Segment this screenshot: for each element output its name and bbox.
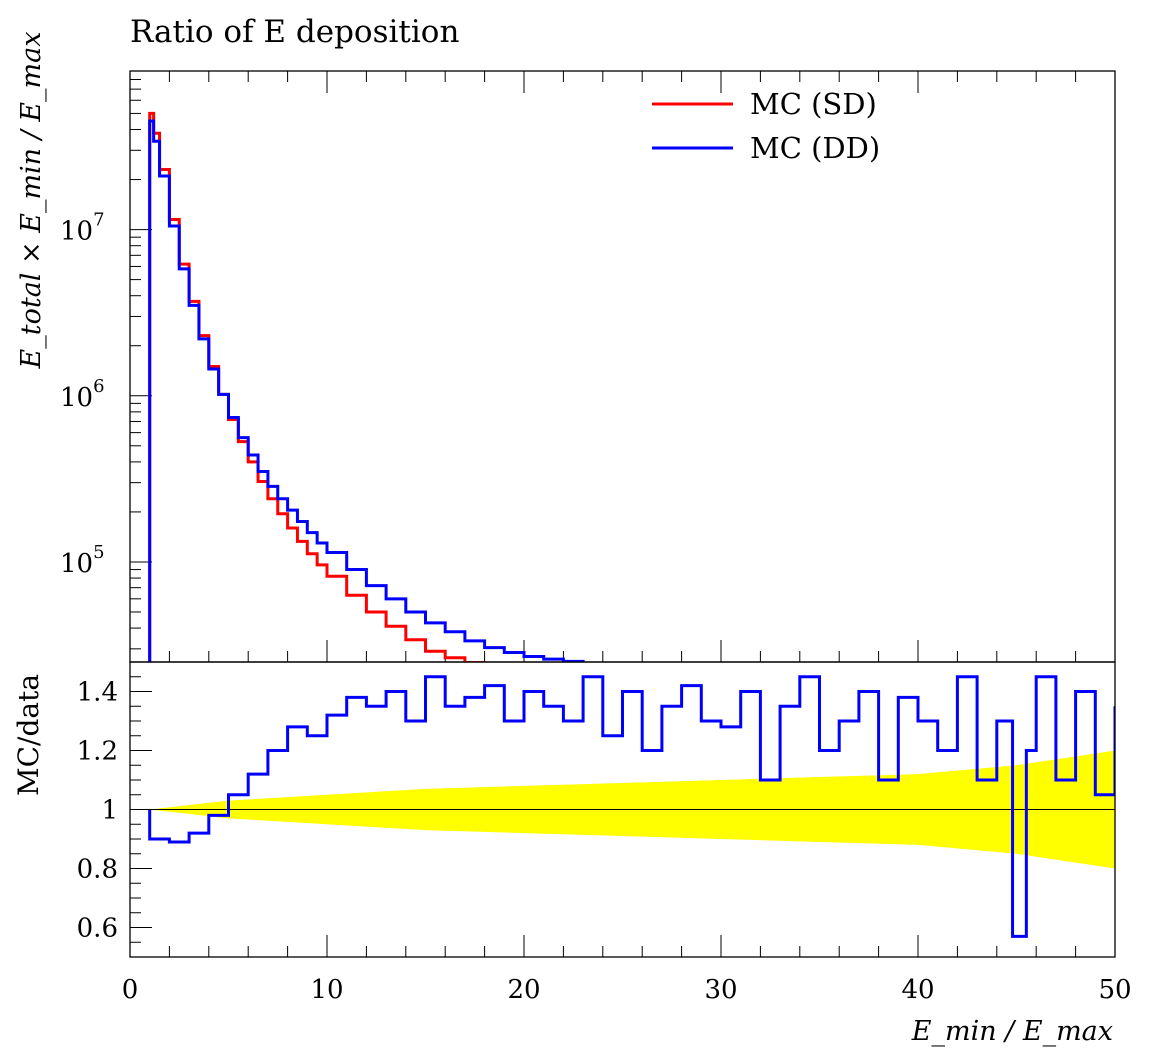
series-line-1 (148, 119, 605, 662)
ratio-ytick-label: 0.6 (77, 914, 118, 944)
top-ytick-label: 106 (60, 376, 105, 413)
xtick-label: 50 (1098, 975, 1131, 1005)
top-ytick-label: 105 (60, 542, 105, 579)
ratio-series (148, 675, 1115, 938)
xtick-label: 40 (901, 975, 934, 1005)
chart-title: Ratio of E deposition (130, 14, 459, 50)
x-axis-label: E_min / E_max (911, 1016, 1113, 1047)
ratio-ytick-label: 0.8 (77, 855, 118, 885)
legend-label-sd: MC (SD) (750, 87, 877, 121)
ratio-ytick-labels: 0.6 0.8 1 1.2 1.4 (77, 678, 118, 944)
xtick-label: 0 (122, 975, 139, 1005)
top-plot-frame (129, 70, 1116, 663)
top-ticks (129, 70, 1116, 662)
top-ytick-labels: 105 106 107 (60, 210, 105, 579)
top-series (148, 111, 605, 662)
ratio-ytick-label: 1 (101, 796, 118, 826)
ratio-ylabel: MC/data (12, 674, 45, 796)
ratio-ytick-label: 1.4 (77, 678, 118, 708)
ratio-ytick-label: 1.2 (77, 737, 118, 767)
ratio-plot: 0.6 0.8 1 1.2 1.4 0 10 20 30 40 50 MC/data E_min … (12, 661, 1132, 1047)
top-ylabel: E_total × E_min / E_max (16, 32, 47, 370)
top-ytick-label: 107 (60, 210, 105, 247)
xtick-label: 10 (310, 975, 343, 1005)
xtick-labels: 0 10 20 30 40 50 (122, 975, 1132, 1005)
top-plot: 105 106 107 E_total × E_min / E_max MC (SD… (16, 32, 1116, 663)
ratio-ticks (129, 661, 1116, 958)
xtick-label: 30 (704, 975, 737, 1005)
xtick-label: 20 (507, 975, 540, 1005)
series-line-0 (148, 111, 487, 662)
ratio-line-0 (148, 675, 1115, 938)
legend-label-dd: MC (DD) (750, 131, 880, 165)
legend: MC (SD) MC (DD) (652, 87, 880, 165)
